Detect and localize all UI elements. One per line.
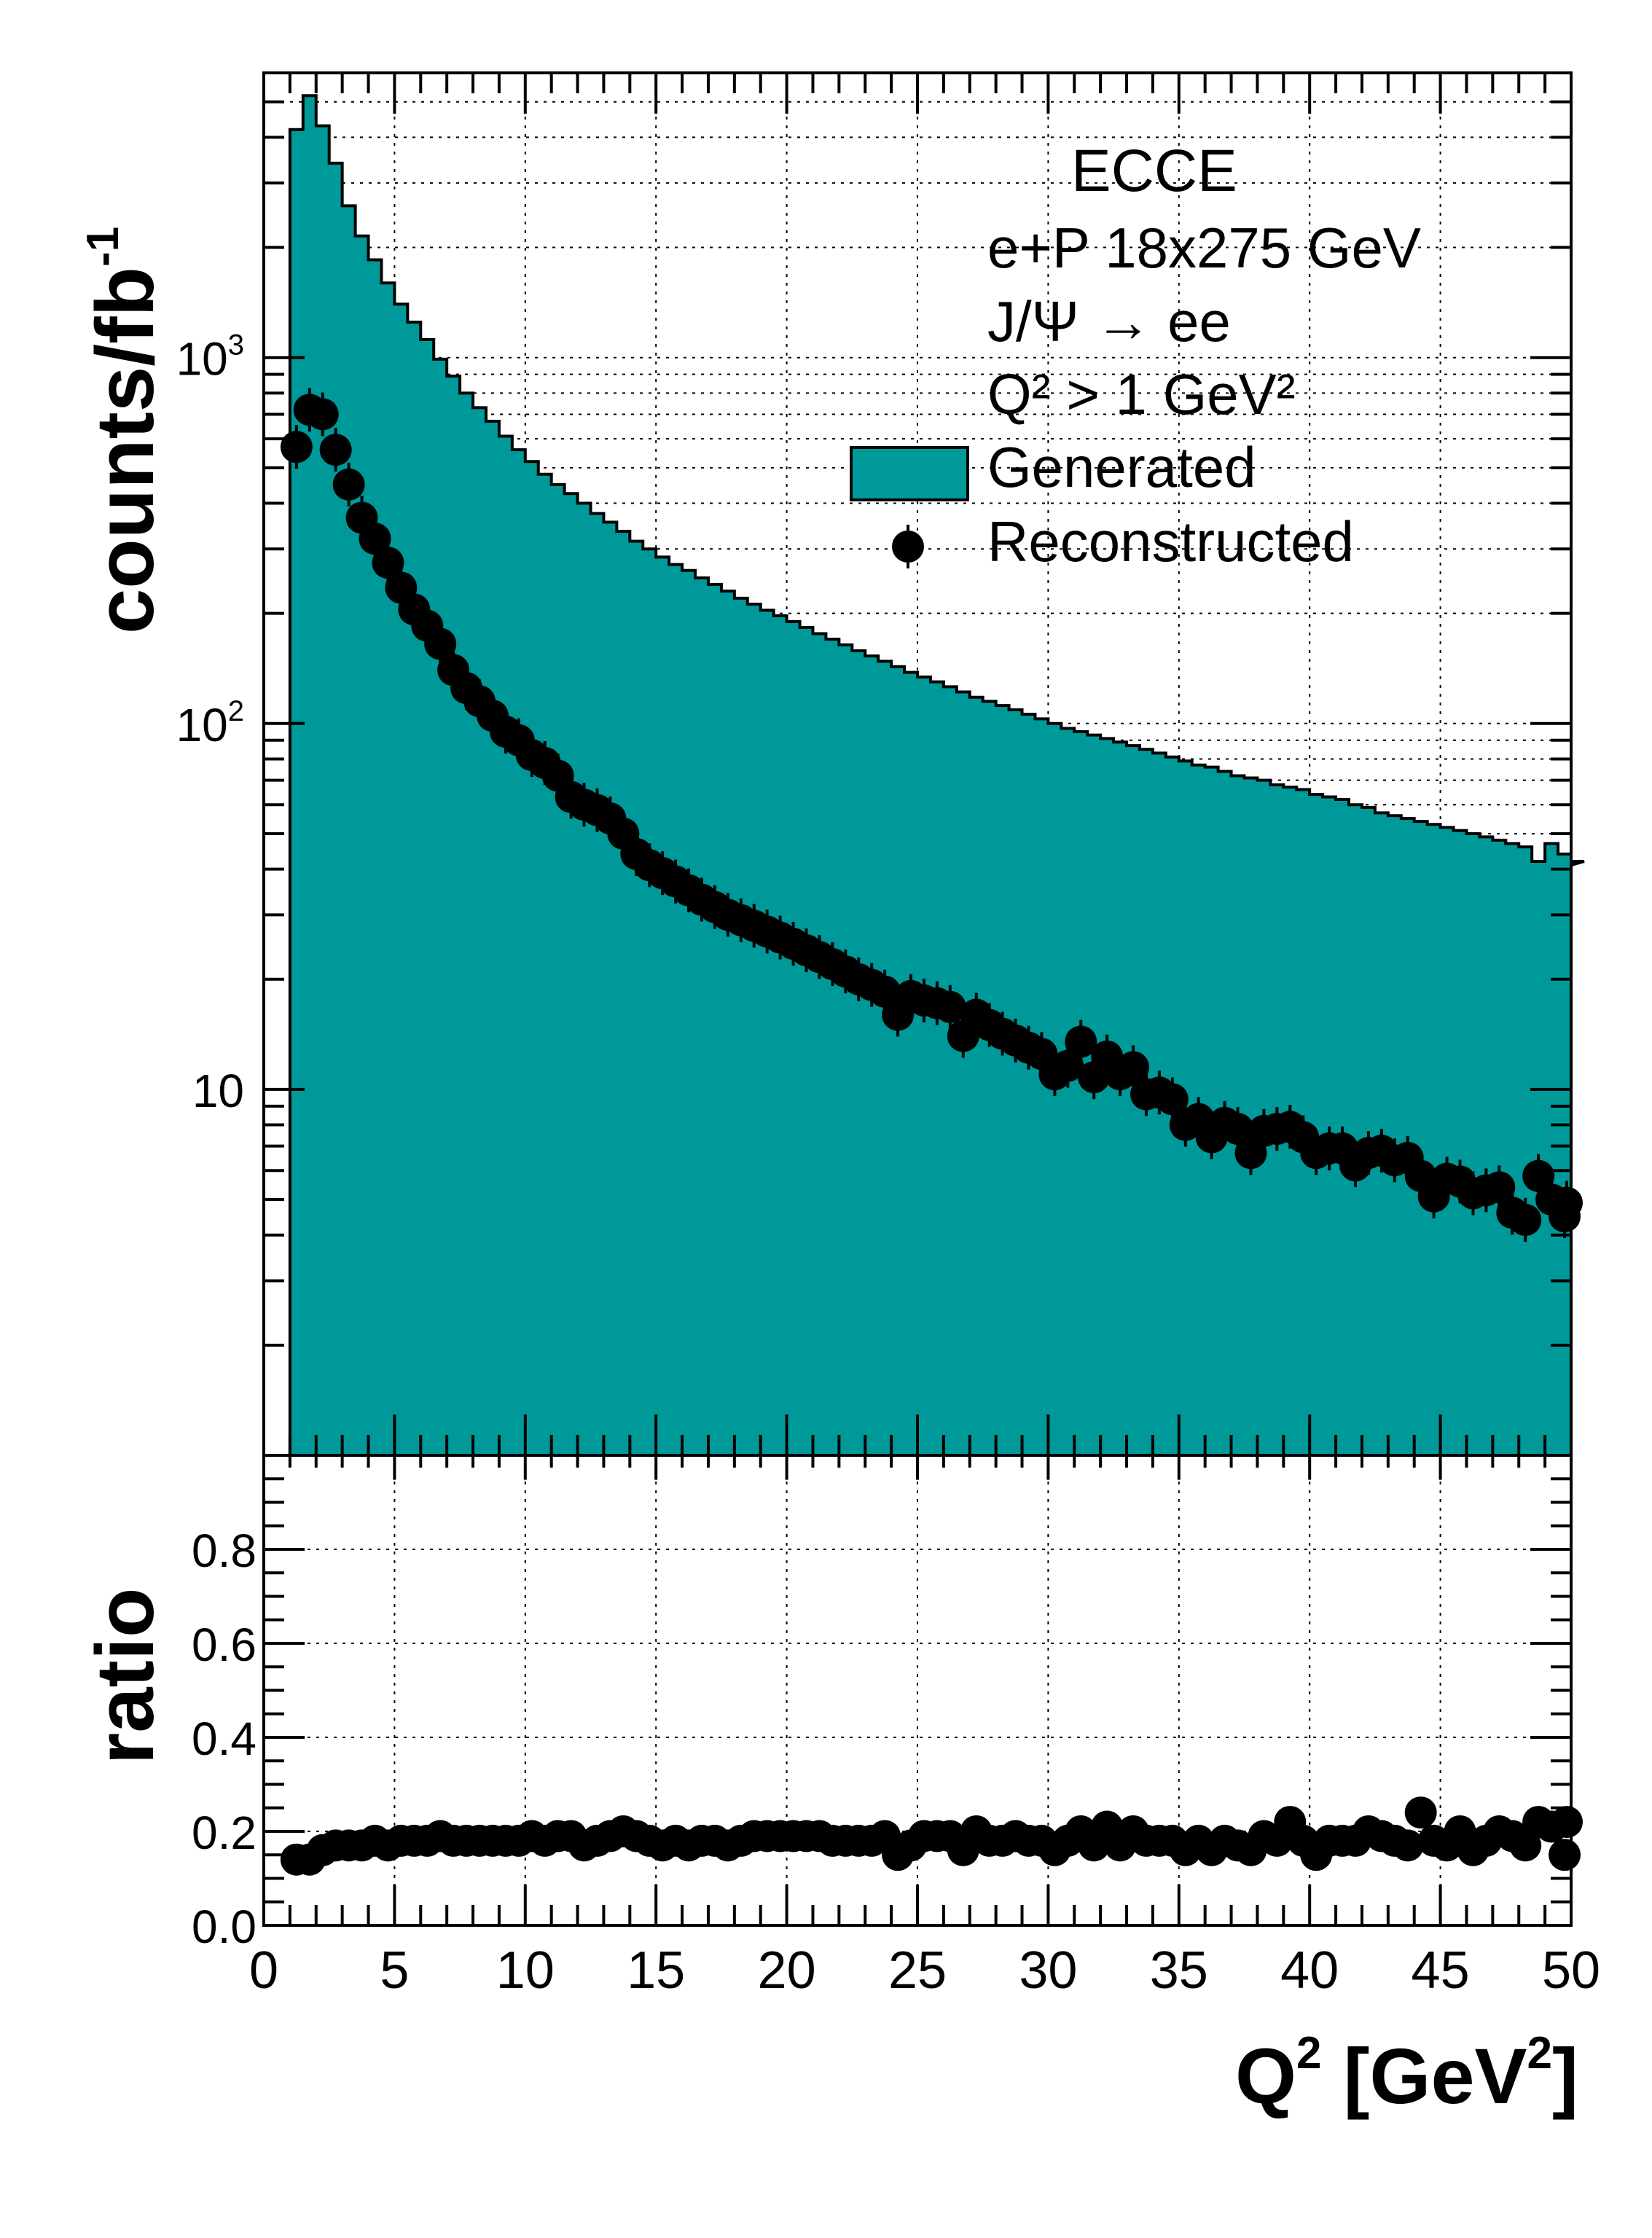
x-tick-label: 30 — [1019, 1941, 1077, 2000]
x-axis-label: Q2 [GeV2] — [1235, 2028, 1578, 2120]
x-tick-label: 40 — [1280, 1941, 1339, 2000]
x-tick-label: 20 — [758, 1941, 816, 2000]
top-y-tick-label: 103 — [176, 329, 244, 386]
generated-histogram — [288, 94, 1585, 1457]
annotation-channel: J/Ψ → ee — [987, 289, 1231, 353]
ratio-point — [1391, 1829, 1424, 1862]
reconstructed-point — [424, 627, 457, 660]
reconstructed-point — [933, 990, 966, 1023]
reconstructed-point — [1065, 1025, 1097, 1058]
ratio-y-tick-label: 0.4 — [192, 1713, 257, 1765]
top-panel-ticks: 10 102 103 — [176, 73, 1573, 1455]
legend-generated-label: Generated — [987, 435, 1256, 499]
ratio-point — [1509, 1829, 1542, 1862]
reconstructed-point — [1551, 1186, 1583, 1219]
reconstructed-point — [319, 434, 352, 466]
generated-histogram-step — [288, 94, 1585, 1457]
x-tick-label: 10 — [496, 1941, 555, 2000]
ratio-points — [280, 1796, 1583, 1876]
top-y-axis-label: counts/fb-1 — [78, 227, 171, 634]
reconstructed-point — [280, 431, 313, 463]
reconstructed-point — [1522, 1159, 1555, 1192]
x-tick-label: 15 — [627, 1941, 685, 2000]
ratio-point — [1404, 1796, 1437, 1829]
ratio-y-tick-label: 0.8 — [192, 1525, 257, 1577]
ratio-panel-ticks: 0.0 0.2 0.4 0.6 0.8 0 5 10 15 20 25 30 35 40 45 50 — [192, 1454, 1600, 2000]
legend-generated-swatch — [850, 446, 969, 501]
reconstructed-point — [1117, 1051, 1150, 1084]
annotation-experiment: ECCE — [1071, 138, 1237, 204]
reconstructed-point — [1483, 1171, 1516, 1204]
ratio-y-tick-label: 0.2 — [192, 1807, 257, 1859]
top-y-tick-label: 102 — [176, 695, 244, 751]
legend-reconstructed-marker — [892, 531, 924, 563]
reconstructed-points — [280, 388, 1583, 1242]
reconstructed-point — [1221, 1113, 1254, 1146]
reconstructed-point — [1509, 1203, 1542, 1236]
ratio-y-tick-label: 0.0 — [192, 1901, 257, 1953]
x-tick-label: 5 — [380, 1941, 409, 2000]
reconstructed-point — [372, 547, 404, 579]
ratio-y-axis-label: ratio — [79, 1588, 171, 1765]
reconstructed-point — [332, 468, 365, 501]
x-tick-label: 45 — [1412, 1941, 1470, 2000]
reconstructed-point — [359, 523, 391, 555]
ratio-panel-frame — [262, 1454, 1573, 1927]
ratio-point — [1551, 1806, 1583, 1839]
annotation-beam: e+P 18x275 GeV — [987, 216, 1421, 280]
x-tick-label: 25 — [888, 1941, 947, 2000]
x-tick-label: 0 — [249, 1941, 278, 2000]
top-y-tick-label: 10 — [192, 1065, 244, 1117]
legend-reconstructed-label: Reconstructed — [987, 509, 1354, 574]
x-tick-label: 35 — [1150, 1941, 1208, 2000]
ratio-y-tick-label: 0.6 — [192, 1619, 257, 1671]
reconstructed-point — [1156, 1083, 1189, 1116]
reconstructed-point — [1052, 1049, 1084, 1082]
x-tick-label: 50 — [1542, 1941, 1600, 2000]
annotation-q2-cut: Q² > 1 GeV² — [987, 362, 1296, 426]
reconstructed-point — [306, 398, 339, 431]
